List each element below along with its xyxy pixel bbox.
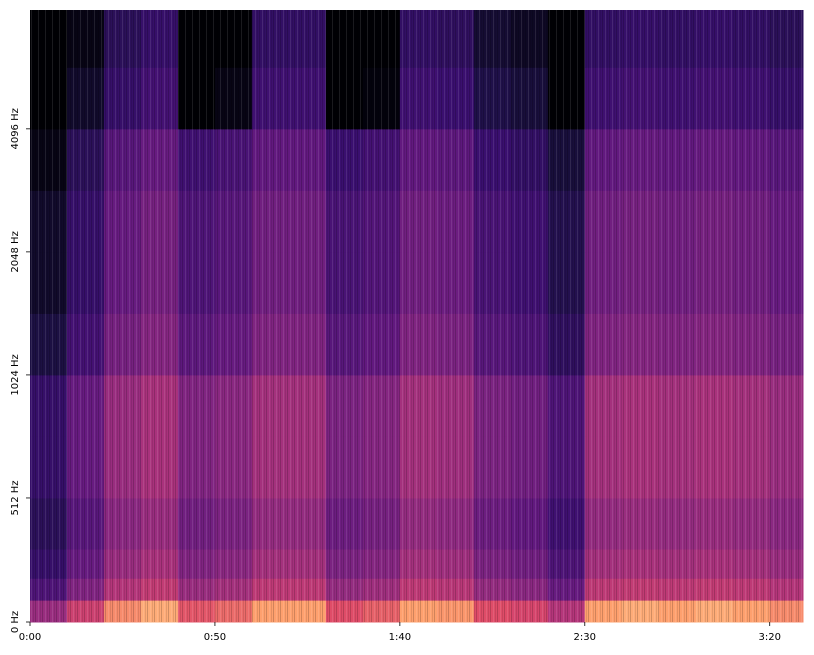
y-tick-label: 1024 Hz [10, 354, 21, 395]
y-tick-label: 512 Hz [10, 480, 21, 515]
x-tick-label: 3:20 [758, 632, 780, 643]
x-tick-label: 0:00 [19, 632, 41, 643]
x-tick-label: 1:40 [389, 632, 411, 643]
x-tick-label: 0:50 [204, 632, 226, 643]
y-tick-label: 0 Hz [10, 611, 21, 633]
texture-overlay [30, 10, 803, 622]
x-tick-label: 2:30 [574, 632, 596, 643]
y-tick-label: 2048 Hz [10, 231, 21, 272]
y-tick-label: 4096 Hz [10, 108, 21, 149]
axes: 0:00 0:50 1:40 2:30 3:20 0 Hz 512 Hz 1024 Hz 204… [10, 108, 781, 643]
